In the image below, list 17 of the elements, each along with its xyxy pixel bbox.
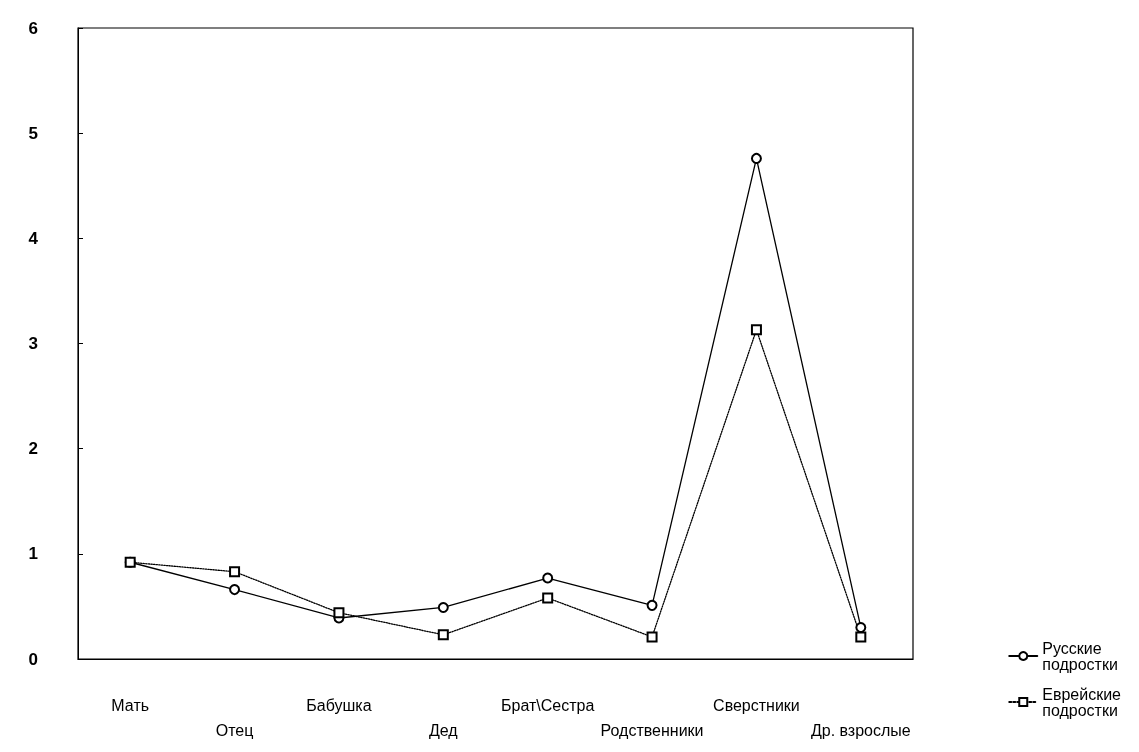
x-tick-label: Дед xyxy=(428,722,459,739)
legend-label: Еврейские подростки xyxy=(1042,685,1122,719)
x-tick-label: Сверстники xyxy=(713,697,800,714)
y-tick-label: 5 xyxy=(28,123,38,143)
y-tick-label: 3 xyxy=(28,334,38,353)
x-tick-label: Родственники xyxy=(600,722,704,739)
y-tick-label: 2 xyxy=(28,439,38,459)
y-tick-label: 1 xyxy=(28,544,38,564)
x-tick-label: Бабушка xyxy=(306,697,372,714)
y-tick-label: 6 xyxy=(28,18,38,38)
x-tick-label: Мать xyxy=(111,697,150,714)
y-tick-label: 4 xyxy=(28,228,39,248)
x-tick-label: Др. взрослые xyxy=(810,722,911,739)
x-tick-label: Брат\Сестра xyxy=(501,697,595,714)
y-tick-label: 0 xyxy=(28,649,38,669)
x-tick-label: Отец xyxy=(215,722,254,739)
legend-label: Русские подростки xyxy=(1042,639,1118,673)
